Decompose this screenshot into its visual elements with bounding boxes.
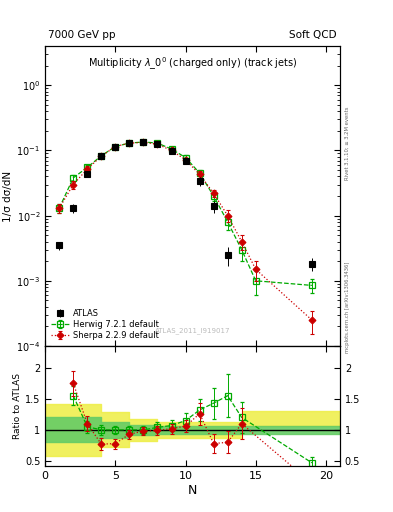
Text: ATLAS_2011_I919017: ATLAS_2011_I919017 xyxy=(155,327,230,334)
Text: Rivet 3.1.10; ≥ 3.2M events: Rivet 3.1.10; ≥ 3.2M events xyxy=(345,106,350,180)
X-axis label: N: N xyxy=(188,483,197,497)
Y-axis label: Ratio to ATLAS: Ratio to ATLAS xyxy=(13,373,22,439)
Y-axis label: 1/σ dσ/dN: 1/σ dσ/dN xyxy=(4,170,13,222)
Text: Multiplicity $\lambda\_0^0$ (charged only) (track jets): Multiplicity $\lambda\_0^0$ (charged onl… xyxy=(88,55,298,72)
Text: mcplots.cern.ch [arXiv:1306.3436]: mcplots.cern.ch [arXiv:1306.3436] xyxy=(345,262,350,353)
Text: 7000 GeV pp: 7000 GeV pp xyxy=(48,30,116,40)
Legend: ATLAS, Herwig 7.2.1 default, Sherpa 2.2.9 default: ATLAS, Herwig 7.2.1 default, Sherpa 2.2.… xyxy=(50,307,160,342)
Text: Soft QCD: Soft QCD xyxy=(289,30,337,40)
